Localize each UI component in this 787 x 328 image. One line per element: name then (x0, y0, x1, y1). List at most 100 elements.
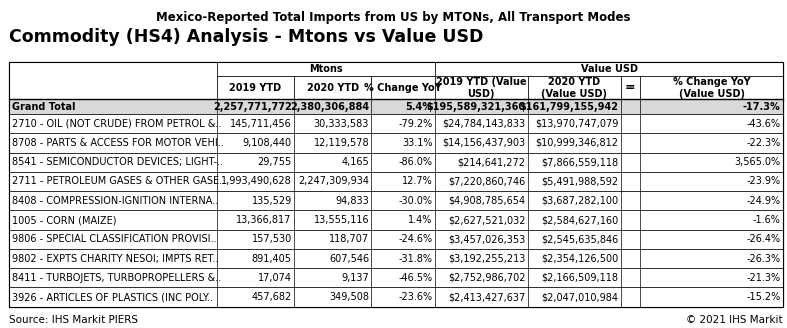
Text: 1.4%: 1.4% (408, 215, 433, 225)
Bar (9, 114, 783, 133)
Bar (435, 62, 783, 76)
Text: $3,687,282,100: $3,687,282,100 (541, 196, 619, 206)
Text: Source: IHS Markit PIERS: Source: IHS Markit PIERS (9, 315, 139, 325)
Text: 13,366,817: 13,366,817 (236, 215, 292, 225)
Text: % Change YoY: % Change YoY (364, 83, 442, 93)
Text: Commodity (HS4) Analysis - Mtons vs Value USD: Commodity (HS4) Analysis - Mtons vs Valu… (9, 28, 484, 46)
Text: -22.3%: -22.3% (746, 138, 781, 148)
Text: $2,354,126,500: $2,354,126,500 (541, 254, 619, 263)
Text: -24.9%: -24.9% (747, 196, 781, 206)
Text: 33.1%: 33.1% (402, 138, 433, 148)
Text: $2,545,635,846: $2,545,635,846 (541, 234, 619, 244)
Bar (216, 62, 435, 76)
Text: 8708 - PARTS & ACCESS FOR MOTOR VEHI..: 8708 - PARTS & ACCESS FOR MOTOR VEHI.. (12, 138, 224, 148)
Text: $5,491,988,592: $5,491,988,592 (541, 176, 619, 187)
Text: 1,993,490,628: 1,993,490,628 (221, 176, 292, 187)
Text: -43.6%: -43.6% (747, 119, 781, 129)
Text: 9802 - EXPTS CHARITY NESOI; IMPTS RET..: 9802 - EXPTS CHARITY NESOI; IMPTS RET.. (12, 254, 218, 263)
Text: $214,641,272: $214,641,272 (457, 157, 526, 167)
Text: -86.0%: -86.0% (398, 157, 433, 167)
Text: 157,530: 157,530 (252, 234, 292, 244)
Text: 8411 - TURBOJETS, TURBOPROPELLERS &..: 8411 - TURBOJETS, TURBOPROPELLERS &.. (12, 273, 221, 283)
Text: 2019 YTD: 2019 YTD (229, 83, 282, 93)
Text: $24,784,143,833: $24,784,143,833 (442, 119, 526, 129)
Text: 3926 - ARTICLES OF PLASTICS (INC POLY..: 3926 - ARTICLES OF PLASTICS (INC POLY.. (12, 292, 212, 302)
Text: $4,908,785,654: $4,908,785,654 (449, 196, 526, 206)
Text: 2,380,306,884: 2,380,306,884 (290, 102, 369, 112)
Bar (621, 76, 640, 99)
Bar (371, 76, 435, 99)
Bar (528, 76, 621, 99)
Text: $13,970,747,079: $13,970,747,079 (535, 119, 619, 129)
Text: 2,257,771,772: 2,257,771,772 (213, 102, 292, 112)
Text: 8541 - SEMICONDUCTOR DEVICES; LIGHT-..: 8541 - SEMICONDUCTOR DEVICES; LIGHT-.. (12, 157, 223, 167)
Text: $2,627,521,032: $2,627,521,032 (448, 215, 526, 225)
Text: 2,247,309,934: 2,247,309,934 (298, 176, 369, 187)
Text: 457,682: 457,682 (252, 292, 292, 302)
Text: $161,799,155,942: $161,799,155,942 (519, 102, 619, 112)
Text: -15.2%: -15.2% (746, 292, 781, 302)
Bar (9, 172, 783, 191)
Text: -21.3%: -21.3% (747, 273, 781, 283)
Text: -23.9%: -23.9% (747, 176, 781, 187)
Text: 2020 YTD: 2020 YTD (307, 83, 359, 93)
Text: 2020 YTD
(Value USD): 2020 YTD (Value USD) (541, 77, 608, 99)
Text: Grand Total: Grand Total (12, 102, 76, 112)
Bar (294, 76, 371, 99)
Text: $2,752,986,702: $2,752,986,702 (448, 273, 526, 283)
Text: 135,529: 135,529 (252, 196, 292, 206)
Text: 12,119,578: 12,119,578 (313, 138, 369, 148)
Text: Mexico-Reported Total Imports from US by MTONs, All Transport Modes: Mexico-Reported Total Imports from US by… (157, 11, 630, 25)
Bar (9, 62, 216, 99)
Text: -79.2%: -79.2% (398, 119, 433, 129)
Text: 94,833: 94,833 (335, 196, 369, 206)
Bar (9, 249, 783, 268)
Text: $195,589,321,360: $195,589,321,360 (427, 102, 526, 112)
Text: -24.6%: -24.6% (398, 234, 433, 244)
Text: 5.4%: 5.4% (405, 102, 433, 112)
Text: -46.5%: -46.5% (398, 273, 433, 283)
Text: 4,165: 4,165 (342, 157, 369, 167)
Bar (435, 76, 528, 99)
Text: 2710 - OIL (NOT CRUDE) FROM PETROL &..: 2710 - OIL (NOT CRUDE) FROM PETROL &.. (12, 119, 221, 129)
Text: 2019 YTD (Value
USD): 2019 YTD (Value USD) (436, 77, 527, 99)
Bar (9, 99, 783, 114)
Bar (9, 191, 783, 210)
Text: 145,711,456: 145,711,456 (230, 119, 292, 129)
Bar (216, 76, 294, 99)
Text: $2,047,010,984: $2,047,010,984 (541, 292, 619, 302)
Text: $14,156,437,903: $14,156,437,903 (442, 138, 526, 148)
Text: -26.3%: -26.3% (747, 254, 781, 263)
Text: -23.6%: -23.6% (398, 292, 433, 302)
Bar (9, 210, 783, 230)
Text: $7,220,860,746: $7,220,860,746 (448, 176, 526, 187)
Text: -30.0%: -30.0% (398, 196, 433, 206)
Text: 30,333,583: 30,333,583 (314, 119, 369, 129)
Bar (9, 62, 783, 307)
Text: $3,457,026,353: $3,457,026,353 (448, 234, 526, 244)
Text: $7,866,559,118: $7,866,559,118 (541, 157, 619, 167)
Bar (640, 76, 783, 99)
Bar (9, 230, 783, 249)
Text: -31.8%: -31.8% (398, 254, 433, 263)
Bar (9, 268, 783, 287)
Bar (9, 133, 783, 153)
Text: 17,074: 17,074 (258, 273, 292, 283)
Text: -26.4%: -26.4% (747, 234, 781, 244)
Text: $2,584,627,160: $2,584,627,160 (541, 215, 619, 225)
Text: 2711 - PETROLEUM GASES & OTHER GASE..: 2711 - PETROLEUM GASES & OTHER GASE.. (12, 176, 225, 187)
Bar (9, 287, 783, 307)
Text: $2,413,427,637: $2,413,427,637 (448, 292, 526, 302)
Text: © 2021 IHS Markit: © 2021 IHS Markit (686, 315, 783, 325)
Text: 891,405: 891,405 (252, 254, 292, 263)
Text: 607,546: 607,546 (329, 254, 369, 263)
Text: % Change YoY
(Value USD): % Change YoY (Value USD) (673, 77, 750, 99)
Text: 1005 - CORN (MAIZE): 1005 - CORN (MAIZE) (12, 215, 116, 225)
Text: $3,192,255,213: $3,192,255,213 (448, 254, 526, 263)
Text: $10,999,346,812: $10,999,346,812 (535, 138, 619, 148)
Text: =: = (625, 81, 636, 94)
Text: -17.3%: -17.3% (743, 102, 781, 112)
Text: -1.6%: -1.6% (753, 215, 781, 225)
Text: 118,707: 118,707 (329, 234, 369, 244)
Text: 29,755: 29,755 (257, 157, 292, 167)
